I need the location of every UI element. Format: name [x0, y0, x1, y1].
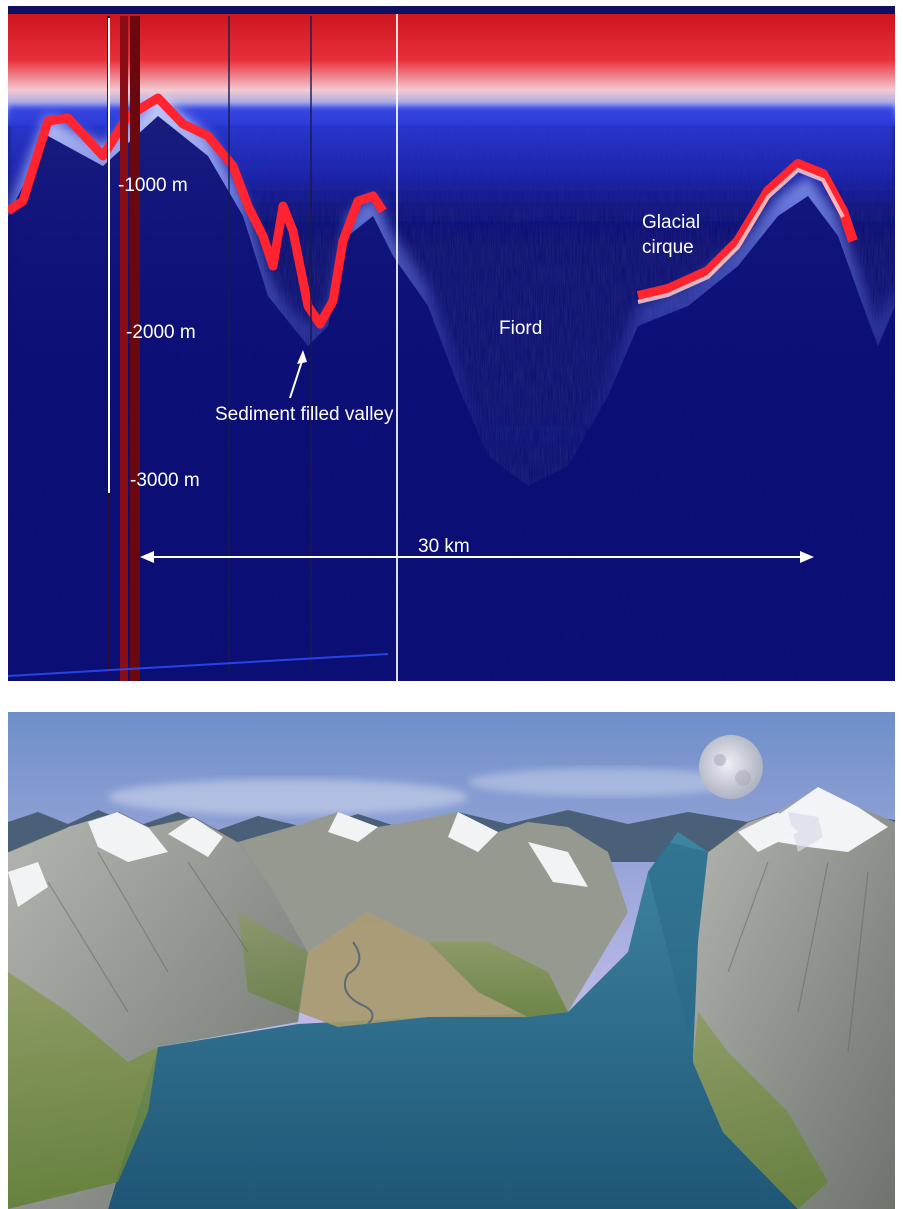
- scale-bar-label: 30 km: [418, 536, 470, 557]
- bed-reflector-left: [8, 93, 387, 329]
- sediment-valley-arrow: [289, 357, 304, 399]
- depth-label-2000: -2000 m: [126, 322, 196, 343]
- glacial-cirque-label-line1: Glacial: [642, 212, 700, 233]
- fiord-landscape-illustration: [8, 712, 895, 1209]
- depth-label-1000: -1000 m: [118, 175, 188, 196]
- panel-divider-line: [396, 6, 398, 681]
- radar-profile-image: -1000 m -2000 m -3000 m Sediment filled …: [8, 6, 895, 681]
- bed-reflector-cirque: [636, 159, 858, 301]
- sediment-valley-floor: [298, 912, 528, 1027]
- fiord-water: [108, 832, 798, 1209]
- snow-cap: [88, 812, 168, 862]
- glacial-cirque-label-line2: cirque: [642, 237, 694, 258]
- cloud: [108, 779, 468, 815]
- sediment-valley-label: Sediment filled valley: [215, 404, 394, 425]
- fiord-landscape-panel: [8, 712, 895, 1209]
- moon: [699, 735, 763, 799]
- meandering-river: [344, 941, 374, 1025]
- vertical-artifact-stripe: [120, 16, 128, 681]
- depth-scale-line: [108, 18, 110, 493]
- fiord-label: Fiord: [499, 318, 542, 339]
- radar-profile-panel: -1000 m -2000 m -3000 m Sediment filled …: [8, 6, 895, 681]
- depth-label-3000: -3000 m: [130, 470, 200, 491]
